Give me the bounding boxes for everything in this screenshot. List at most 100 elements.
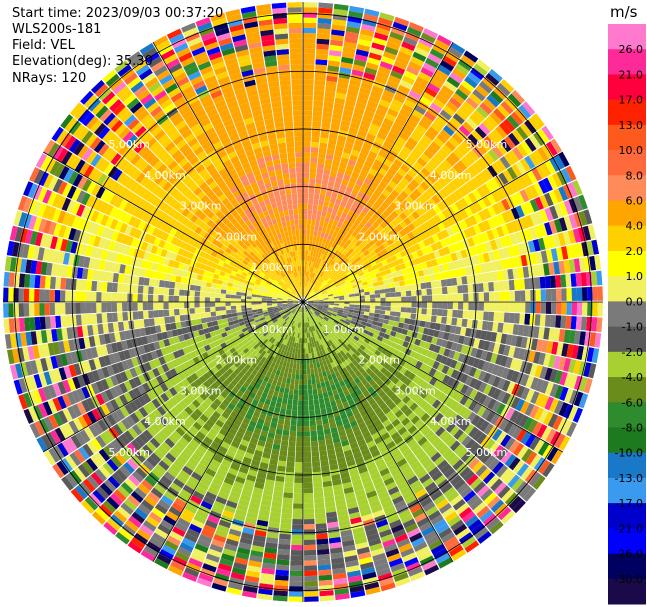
range-gate: [556, 342, 564, 356]
range-gate: [465, 438, 476, 451]
range-gate: [321, 260, 327, 267]
range-gate: [322, 238, 327, 244]
range-gate: [556, 288, 562, 301]
range-gate: [316, 33, 330, 40]
range-gate: [428, 396, 437, 406]
range-gate: [445, 170, 456, 181]
range-gate: [525, 302, 531, 313]
range-gate: [443, 246, 451, 256]
range-gate: [348, 84, 360, 92]
range-gate: [312, 297, 318, 300]
range-gate: [383, 333, 390, 340]
range-gate: [323, 300, 329, 302]
range-gate: [447, 294, 453, 302]
range-gate: [321, 272, 326, 278]
range-gate: [471, 461, 484, 474]
range-gate: [287, 451, 296, 457]
range-gate: [476, 186, 487, 198]
range-gate: [424, 321, 431, 329]
range-gate: [468, 215, 478, 226]
range-gate: [487, 386, 497, 398]
range-gate: [535, 302, 541, 314]
range-gate: [478, 122, 491, 136]
range-gate: [303, 498, 314, 504]
range-gate: [277, 460, 287, 467]
range-gate: [436, 363, 445, 372]
range-gate: [564, 372, 573, 388]
range-gate: [371, 320, 378, 326]
range-gate: [303, 43, 316, 49]
range-gate: [305, 292, 308, 298]
range-gate: [524, 402, 535, 417]
range-gate: [412, 51, 427, 62]
range-gate: [312, 278, 316, 285]
range-gate: [494, 302, 500, 312]
range-gate: [308, 193, 314, 200]
range-gate: [416, 307, 422, 314]
range-gate: [424, 86, 438, 98]
range-gate: [322, 318, 328, 323]
range-gate: [387, 36, 403, 46]
range-gate: [550, 449, 563, 465]
range-gate: [311, 141, 320, 148]
range-gate: [322, 418, 329, 425]
range-gate: [401, 302, 407, 307]
range-gate: [133, 319, 140, 329]
range-gate: [548, 327, 556, 341]
range-gate: [312, 294, 318, 298]
range-gate: [482, 168, 494, 181]
range-gate: [351, 338, 358, 345]
range-gate: [451, 92, 465, 105]
range-gate: [343, 323, 350, 328]
range-gate: [524, 186, 535, 201]
range-gate: [460, 384, 469, 395]
range-gate: [554, 203, 564, 218]
range-gate: [306, 287, 309, 293]
range-gate: [412, 128, 424, 139]
range-gate: [347, 159, 357, 167]
range-gate: [361, 378, 369, 386]
range-gate: [365, 236, 372, 243]
range-gate: [376, 371, 384, 379]
range-gate: [297, 420, 303, 427]
range-gate: [385, 268, 392, 275]
range-gate: [539, 366, 548, 380]
range-gate: [280, 382, 286, 389]
range-gate: [436, 309, 443, 317]
range-gate: [344, 345, 351, 352]
range-gate: [407, 364, 415, 372]
range-gate: [478, 171, 490, 183]
range-gate: [379, 213, 387, 222]
range-gate: [331, 192, 338, 199]
range-gate: [449, 152, 461, 163]
range-gate: [389, 126, 401, 136]
range-gate: [347, 198, 355, 206]
range-gate: [512, 324, 520, 336]
range-gate: [335, 283, 341, 288]
range-gate: [385, 112, 397, 122]
range-gate: [320, 460, 329, 467]
range-gate: [323, 297, 329, 300]
range-gate: [303, 363, 307, 370]
range-gate: [427, 159, 438, 170]
range-gate: [422, 62, 437, 73]
range-gate: [292, 404, 298, 411]
range-gate: [542, 236, 551, 250]
range-gate: [321, 210, 327, 217]
range-gate: [499, 236, 508, 248]
range-gate: [463, 194, 473, 206]
range-gate: [303, 415, 310, 421]
range-gate: [506, 369, 515, 381]
range-gate: [411, 210, 420, 220]
range-gate: [404, 421, 414, 431]
range-gate: [358, 374, 365, 382]
range-gate: [544, 276, 551, 289]
range-gate: [312, 116, 322, 122]
range-gate: [362, 115, 373, 124]
range-gate: [313, 304, 319, 306]
range-gate: [288, 440, 296, 447]
range-gate: [395, 380, 404, 389]
range-gate: [576, 302, 583, 316]
range-gate: [546, 446, 559, 462]
range-gate: [455, 175, 466, 186]
